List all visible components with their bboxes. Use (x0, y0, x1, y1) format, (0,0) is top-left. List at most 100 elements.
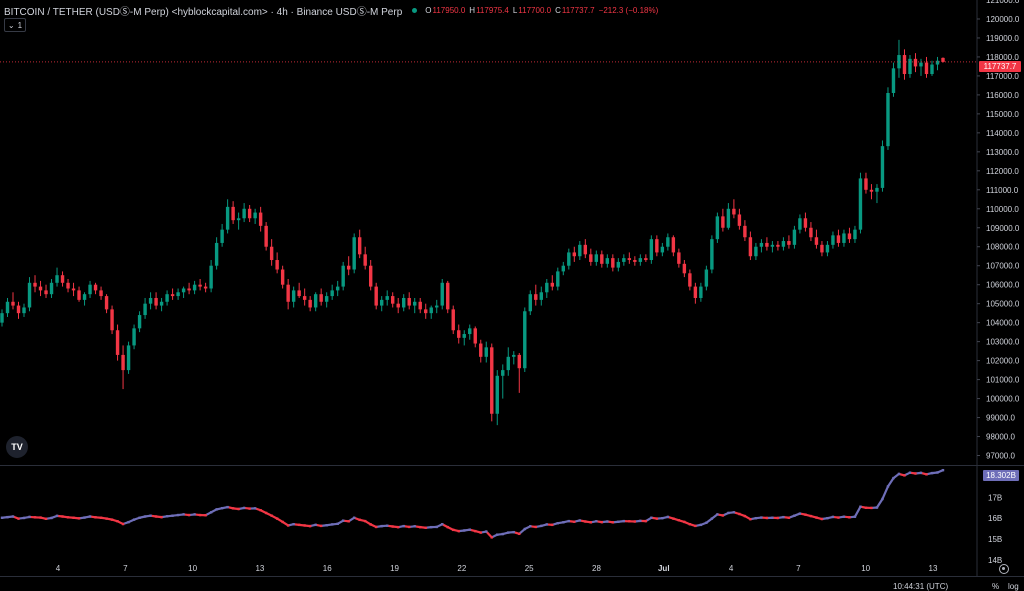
candle-body (529, 294, 532, 311)
candle-body (787, 241, 790, 245)
volume-point (342, 519, 344, 521)
time-tick-label: 10 (188, 564, 197, 573)
volume-point (694, 525, 696, 527)
volume-point (661, 517, 663, 519)
volume-point (94, 516, 96, 518)
volume-point (347, 520, 349, 522)
candle-body (776, 245, 779, 247)
price-tick-label: 102000.0 (986, 357, 1020, 366)
candle-body (380, 300, 383, 306)
volume-point (188, 514, 190, 516)
volume-point (722, 514, 724, 516)
candle-body (820, 245, 823, 253)
candle-body (72, 288, 75, 290)
last-price-label: 117737.7 (979, 61, 1021, 72)
candle-body (441, 283, 444, 306)
candle-body (705, 270, 708, 287)
volume-point (309, 525, 311, 527)
volume-point (815, 516, 817, 518)
candle-body (617, 262, 620, 268)
volume-point (579, 519, 581, 521)
candle-body (253, 213, 256, 219)
candle-body (655, 239, 658, 252)
candle-body (540, 292, 543, 300)
volume-point (100, 517, 102, 519)
volume-point (821, 518, 823, 520)
candle-body (391, 296, 394, 304)
volume-point (848, 516, 850, 518)
time-tick-label: Jul (658, 564, 670, 573)
volume-point (403, 525, 405, 527)
volume-point (766, 517, 768, 519)
candle-body (699, 287, 702, 298)
candle-body (275, 260, 278, 269)
candle-body (143, 304, 146, 315)
volume-point (414, 525, 416, 527)
volume-point (546, 523, 548, 525)
candle-body (848, 233, 851, 239)
volume-point (903, 474, 905, 476)
volume-point (738, 513, 740, 515)
candle-body (622, 258, 625, 262)
candle-body (523, 311, 526, 368)
volume-point (535, 526, 537, 528)
candle-body (341, 266, 344, 287)
candle-body (738, 214, 741, 225)
volume-point (771, 517, 773, 519)
collapse-indicators-button[interactable]: ⌄ 1 (4, 18, 26, 32)
volume-point (364, 520, 366, 522)
time-tick-label: 13 (929, 564, 938, 573)
price-tick-label: 109000.0 (986, 224, 1020, 233)
tradingview-logo[interactable]: TV (6, 436, 28, 458)
candle-body (556, 271, 559, 286)
candle-body (435, 306, 438, 308)
candle-body (33, 283, 36, 287)
price-tick-label: 121000.0 (986, 0, 1020, 5)
candle-body (815, 237, 818, 245)
candle-body (760, 243, 763, 247)
time-tick-label: 7 (796, 564, 801, 573)
volume-point (881, 498, 883, 500)
symbol-title[interactable]: BITCOIN / TETHER (USDⓈ-M Perp) <hyblockc… (4, 3, 402, 18)
volume-value-label: 18.302B (983, 470, 1019, 481)
candle-body (385, 296, 388, 300)
volume-point (898, 473, 900, 475)
candle-body (110, 309, 113, 330)
candle-body (903, 55, 906, 74)
volume-point (215, 508, 217, 510)
candle-body (11, 302, 14, 306)
volume-point (650, 517, 652, 519)
volume-point (832, 516, 834, 518)
candle-body (215, 243, 218, 266)
volume-point (34, 516, 36, 518)
volume-point (303, 524, 305, 526)
volume-point (920, 472, 922, 474)
volume-point (1, 517, 3, 519)
volume-point (50, 517, 52, 519)
candle-body (595, 254, 598, 262)
candle-body (193, 285, 196, 291)
candle-body (22, 307, 25, 313)
volume-point (689, 523, 691, 525)
volume-point (182, 513, 184, 515)
time-tick-label: 7 (123, 564, 128, 573)
volume-point (375, 526, 377, 528)
candle-body (765, 243, 768, 247)
candle-body (297, 290, 300, 296)
volume-point (452, 529, 454, 531)
volume-point (193, 513, 195, 515)
price-tick-label: 98000.0 (986, 433, 1015, 442)
volume-point (72, 517, 74, 519)
volume-point (237, 508, 239, 510)
candle-body (881, 146, 884, 188)
gear-icon[interactable] (999, 564, 1009, 574)
volume-point (28, 516, 30, 518)
time-tick-label: 13 (255, 564, 264, 573)
price-tick-label: 110000.0 (986, 205, 1019, 214)
price-tick-label: 107000.0 (986, 262, 1020, 271)
candle-body (209, 266, 212, 289)
price-tick-label: 113000.0 (986, 148, 1019, 157)
volume-point (645, 520, 647, 522)
candle-body (512, 355, 515, 357)
